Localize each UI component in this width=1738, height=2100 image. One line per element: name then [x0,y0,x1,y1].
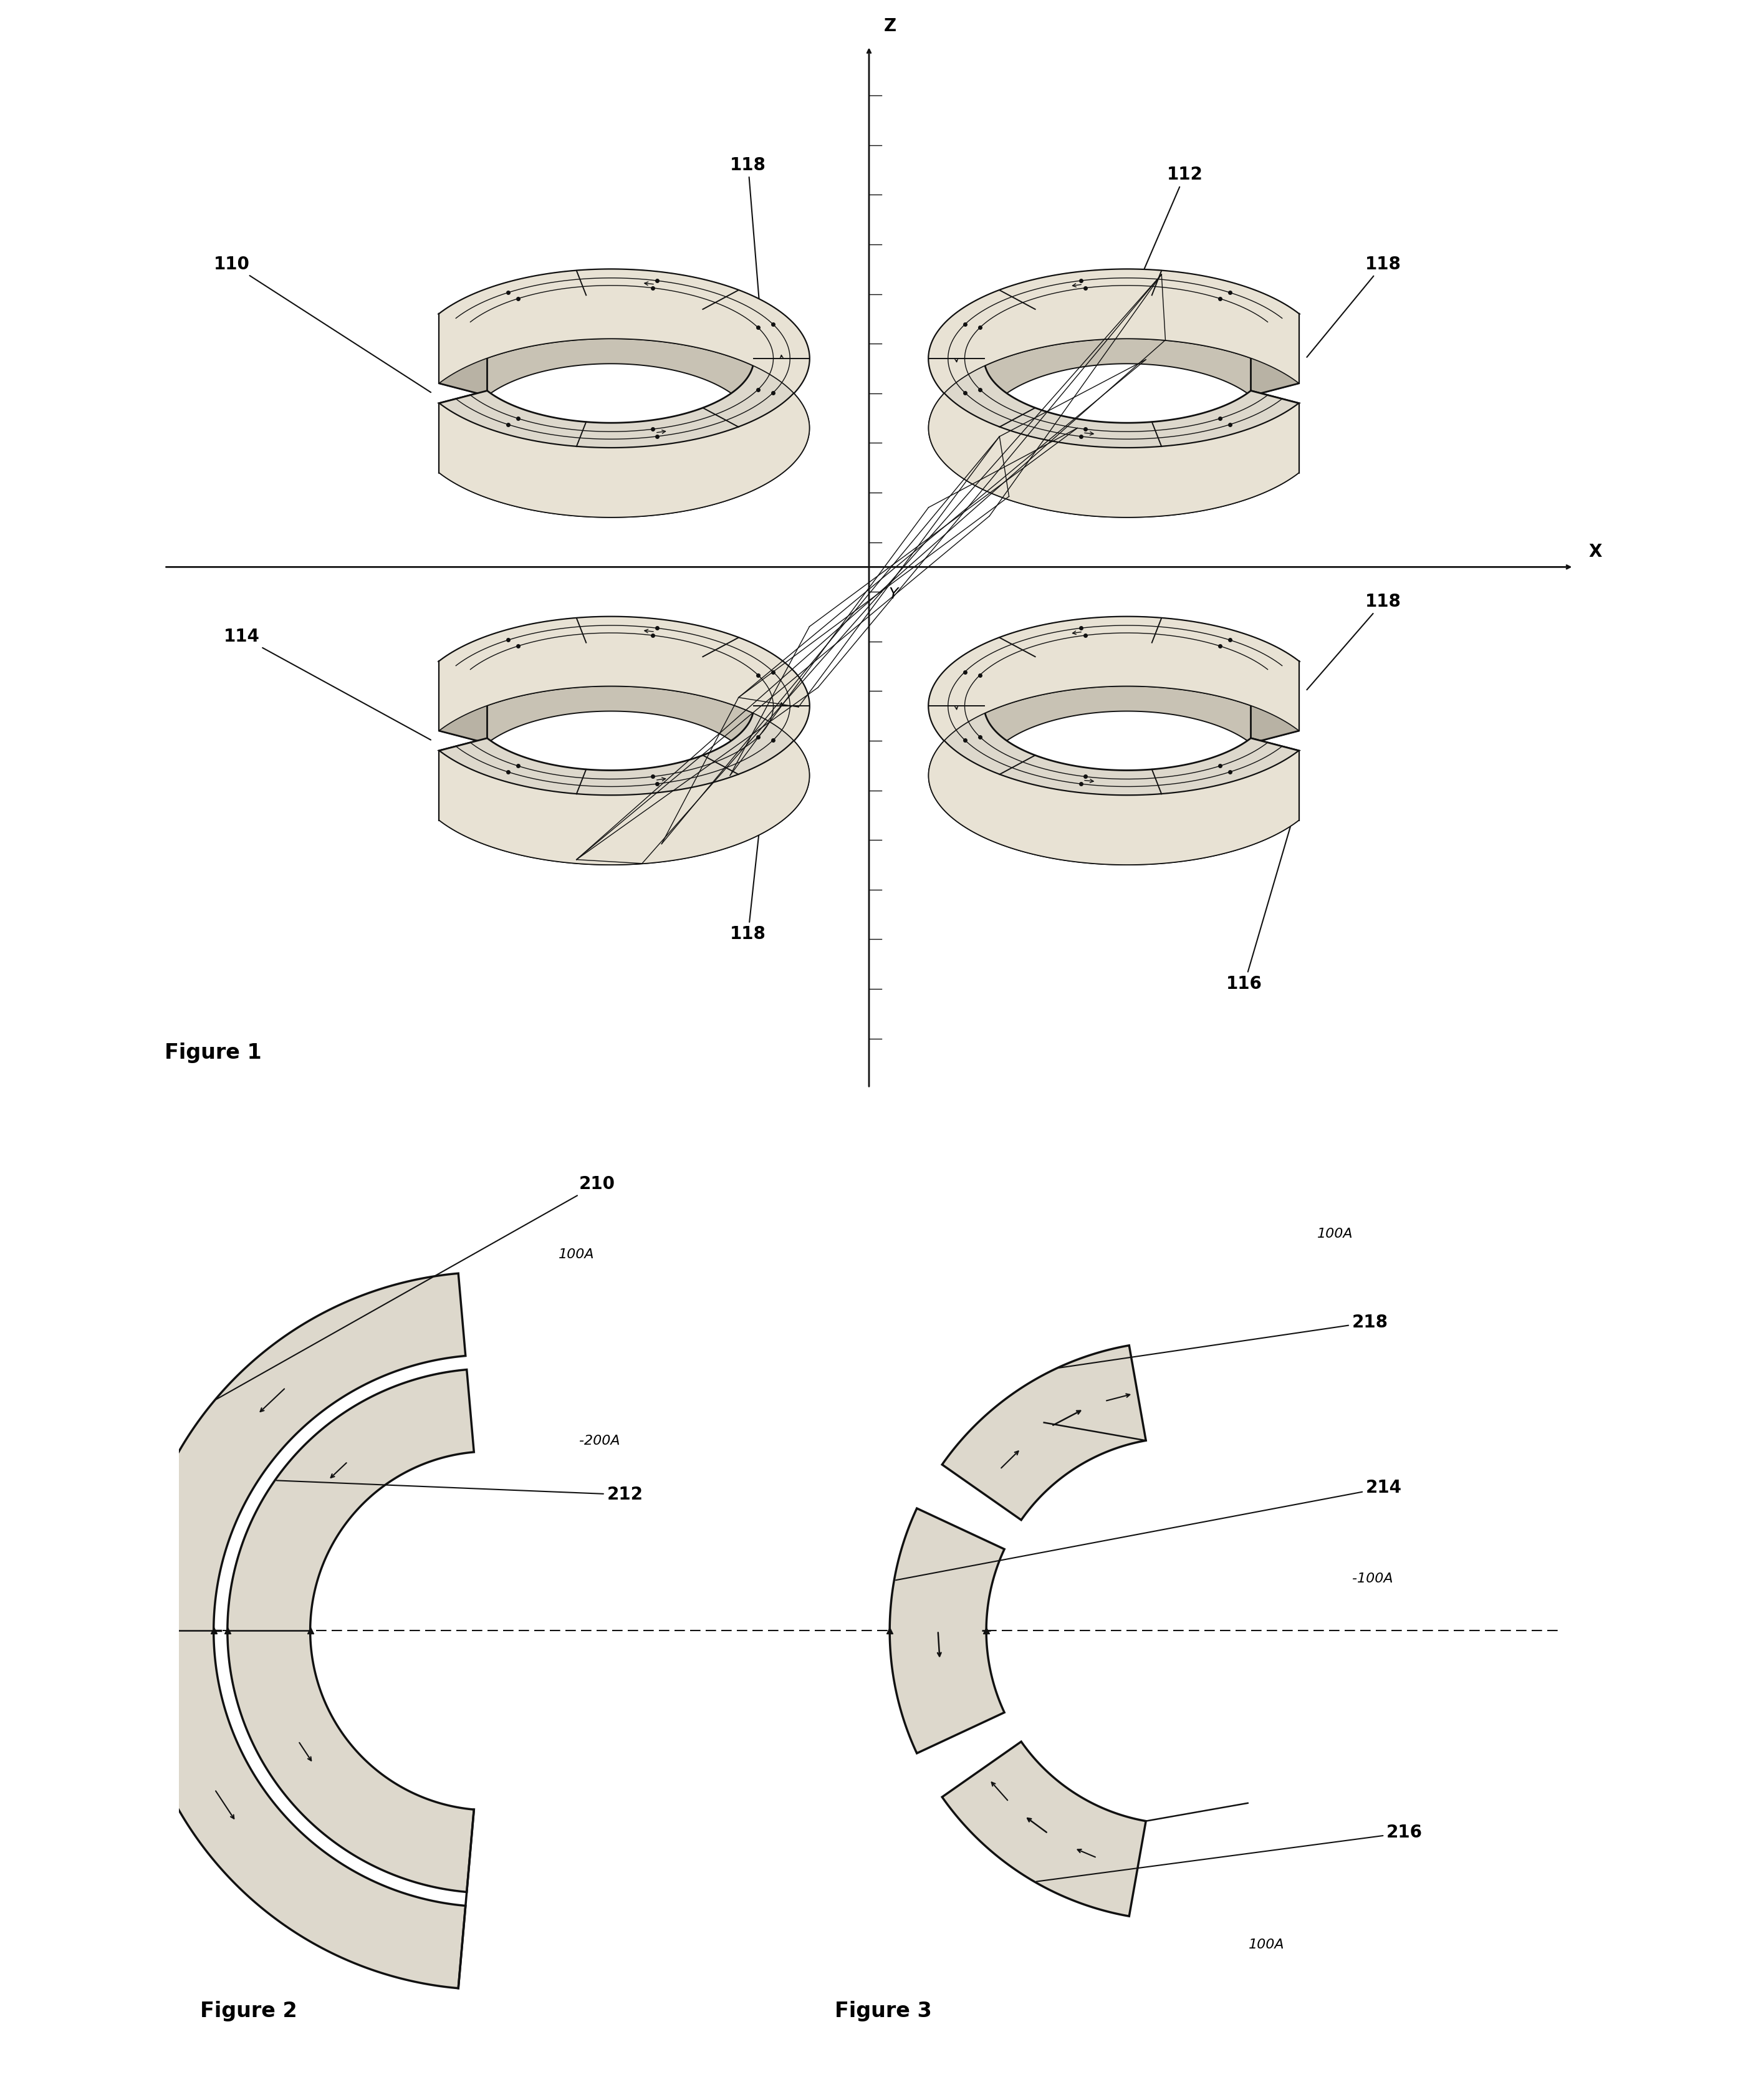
Polygon shape [1251,662,1298,743]
Polygon shape [440,269,810,447]
Text: 218: 218 [1058,1312,1389,1367]
Text: Figure 3: Figure 3 [834,2001,932,2022]
Text: 216: 216 [1036,1825,1422,1882]
Text: 114: 114 [224,628,431,739]
Polygon shape [440,391,487,472]
Polygon shape [440,338,810,517]
Polygon shape [130,1273,466,1989]
Text: Y: Y [888,586,899,603]
Text: X: X [1589,544,1602,561]
Text: 210: 210 [216,1176,615,1399]
Text: 116: 116 [1227,827,1290,993]
Polygon shape [440,617,810,865]
Text: 100A: 100A [1248,1938,1284,1951]
Polygon shape [928,617,1298,796]
Polygon shape [928,269,1298,447]
Text: 118: 118 [730,827,766,943]
Text: 118: 118 [730,155,766,307]
Polygon shape [440,313,487,397]
Polygon shape [440,617,810,796]
Polygon shape [890,1508,1005,1753]
Text: 100A: 100A [558,1247,594,1260]
Polygon shape [942,1741,1145,1915]
Polygon shape [928,617,1298,865]
Text: -100A: -100A [1352,1573,1392,1586]
Text: 214: 214 [895,1478,1403,1579]
Text: 100A: 100A [1317,1228,1354,1239]
Text: 112: 112 [1128,166,1203,307]
Text: 212: 212 [276,1480,643,1504]
Polygon shape [440,737,487,821]
Polygon shape [440,662,487,743]
Polygon shape [440,269,810,517]
Text: 118: 118 [1307,256,1401,357]
Text: 110: 110 [214,256,431,393]
Text: 118: 118 [1307,592,1401,689]
Polygon shape [928,687,1298,865]
Polygon shape [1251,737,1298,821]
Polygon shape [928,269,1298,517]
Text: -200A: -200A [579,1434,620,1447]
Polygon shape [228,1369,474,1892]
Polygon shape [942,1346,1145,1520]
Polygon shape [440,687,810,865]
Polygon shape [1251,391,1298,472]
Polygon shape [1251,313,1298,397]
Text: Figure 1: Figure 1 [165,1044,261,1063]
Polygon shape [928,338,1298,517]
Text: Figure 2: Figure 2 [200,2001,297,2022]
Text: Z: Z [885,17,897,36]
